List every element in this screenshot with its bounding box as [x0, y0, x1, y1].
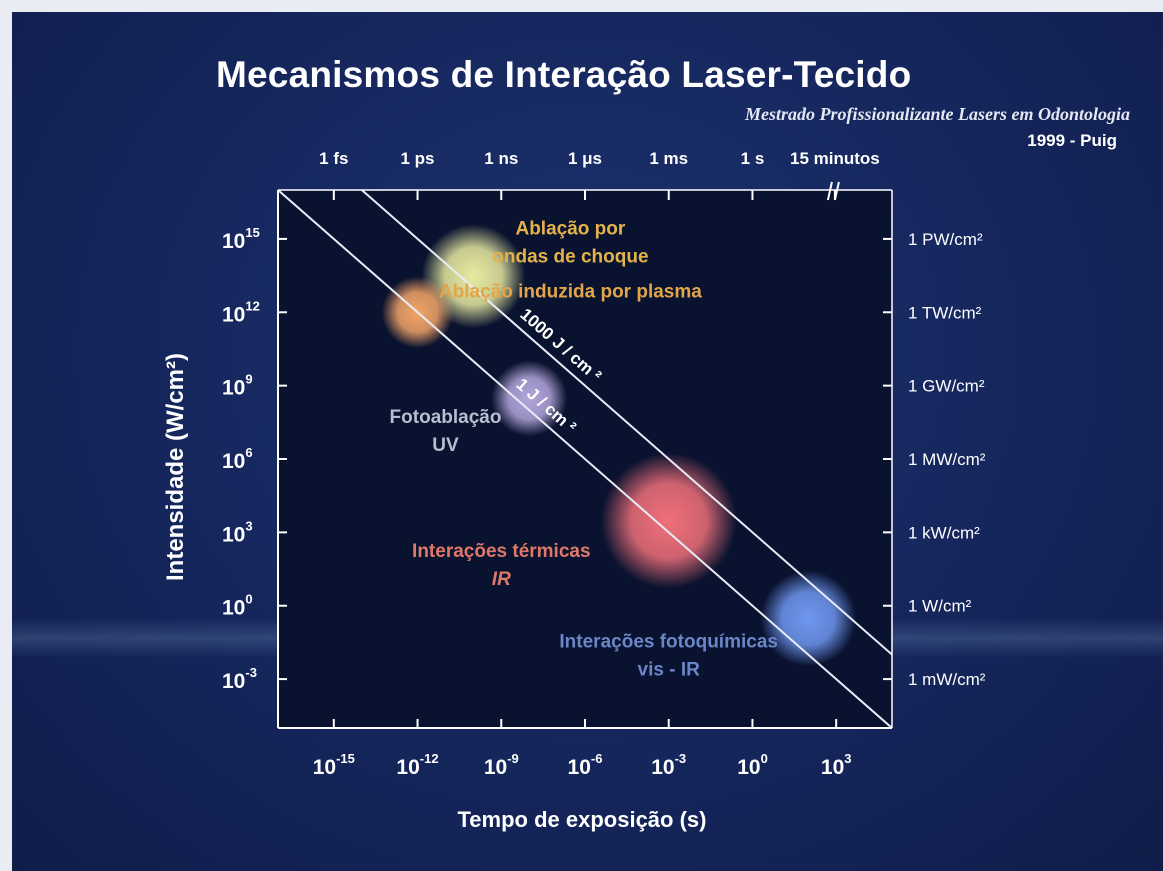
x-tick-label: 10-12: [396, 751, 438, 779]
fluence-line-1-j-cm: [278, 190, 892, 728]
right-tick-label: 1 PW/cm²: [908, 230, 983, 249]
axis-break-mark: [826, 181, 833, 201]
region-blob-fotoablacao-uv: [491, 360, 568, 437]
right-tick-label: 1 TW/cm²: [908, 303, 982, 322]
region-label-interacoes-termicas-ir: Interações térmicas IR: [412, 541, 591, 590]
top-tick-label: 1 ps: [400, 149, 434, 168]
x-tick-label: 103: [821, 751, 852, 779]
y-tick-label: 1015: [222, 225, 260, 253]
top-tick-label: 1 ns: [484, 149, 518, 168]
right-tick-label: 1 kW/cm²: [908, 523, 980, 542]
right-tick-label: 1 GW/cm²: [908, 377, 985, 396]
region-label-ablacao-induzida-por-plasma: Ablação induzida por plasma: [439, 282, 702, 303]
right-tick-label: 1 mW/cm²: [908, 670, 986, 689]
x-tick-label: 100: [737, 751, 768, 779]
axis-break-mark: [833, 181, 840, 201]
region-label-ablacao-por-ondas-de-choque: Ablação por ondas de choque: [492, 219, 648, 268]
right-tick-label: 1 MW/cm²: [908, 450, 986, 469]
y-tick-label: 10-3: [222, 665, 257, 693]
axis-ticks: [278, 181, 892, 728]
chart-title: Mecanismos de Interação Laser-Tecido: [216, 54, 912, 95]
course-subtitle: Mestrado Profissionalizante Lasers em Od…: [744, 104, 1130, 124]
x-tick-label: 10-3: [651, 751, 686, 779]
top-tick-label: 15 minutos: [790, 149, 880, 168]
fluence-line-1000-j-cm: [360, 190, 892, 656]
y-tick-label: 100: [222, 592, 253, 620]
y-tick-label: 1012: [222, 298, 260, 326]
top-tick-label: 1 s: [741, 149, 765, 168]
region-blob-interacoes-fotoquimicas-vis-ir: [760, 570, 857, 667]
top-tick-label: 1 fs: [319, 149, 348, 168]
x-tick-label: 10-15: [313, 751, 355, 779]
x-axis-title: Tempo de exposição (s): [458, 807, 707, 832]
interaction-regions: [381, 224, 857, 667]
fluence-lines: [278, 190, 892, 728]
y-tick-label: 103: [222, 518, 253, 546]
right-tick-label: 1 W/cm²: [908, 597, 972, 616]
x-tick-label: 10-9: [484, 751, 519, 779]
region-label-fotoablacao-uv: Fotoablação UV: [390, 407, 502, 456]
y-tick-label: 109: [222, 372, 253, 400]
author-year: 1999 - Puig: [1027, 131, 1117, 150]
x-tick-label: 10-6: [568, 751, 603, 779]
region-blob-interacoes-termicas-ir: [600, 452, 737, 589]
top-tick-label: 1 μs: [568, 149, 602, 168]
y-tick-label: 106: [222, 445, 253, 473]
top-tick-label: 1 ms: [649, 149, 688, 168]
region-label-interacoes-fotoquimicas-vis-ir: Interações fotoquímicas vis - IR: [559, 631, 778, 680]
region-labels: Ablação por ondas de choque Ablação induzi…: [390, 219, 778, 681]
axis-labels: 10-15 10-12 10-9 10-6 10-3 100 103 1015 1012 109 1…: [222, 149, 986, 779]
y-axis-title: Intensidade (W/cm²): [162, 353, 189, 581]
